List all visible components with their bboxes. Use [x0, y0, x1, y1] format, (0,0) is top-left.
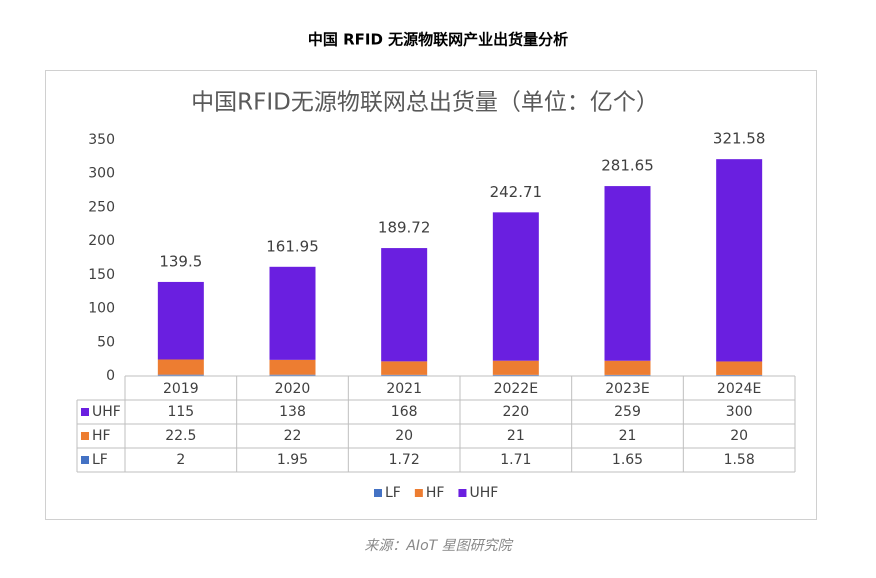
bar-segment [604, 360, 651, 375]
total-label: 242.71 [490, 183, 543, 201]
table-cell: 220 [502, 404, 529, 420]
legend-key [458, 489, 467, 497]
bar-segment [157, 281, 204, 360]
table-cell: 138 [279, 404, 306, 420]
row-label: UHF [92, 404, 121, 420]
legend-key [414, 489, 423, 497]
table-cell: 1.95 [277, 452, 308, 468]
y-tick-label: 100 [88, 301, 115, 317]
table-cell: 1.65 [612, 452, 643, 468]
y-tick-label: 300 [88, 166, 115, 182]
y-tick-label: 0 [106, 368, 115, 384]
source: 来源：AIoT 星图研究院 [364, 538, 513, 554]
legend-key [81, 432, 89, 440]
table-cell: 21 [619, 428, 637, 444]
y-tick-label: 250 [88, 199, 115, 215]
legend-label: LF [385, 485, 401, 501]
bar-segment [157, 374, 204, 376]
table-cell: 1.71 [500, 452, 531, 468]
bar-segment [492, 212, 539, 361]
legend-key [81, 408, 89, 416]
legend-key [81, 456, 89, 464]
bar-segment [604, 186, 651, 361]
row-label: HF [92, 428, 111, 444]
x-tick-label: 2019 [163, 381, 199, 397]
x-tick-label: 2021 [386, 381, 422, 397]
table-cell: 2 [176, 452, 185, 468]
legend-label: HF [426, 485, 445, 501]
table-cell: 300 [726, 404, 753, 420]
table-cell: 22 [284, 428, 302, 444]
total-label: 139.5 [159, 252, 202, 270]
table-cell: 20 [730, 428, 748, 444]
x-tick-label: 2020 [275, 381, 311, 397]
bar-segment [157, 359, 204, 375]
chart-frame [45, 70, 817, 520]
y-tick-label: 200 [88, 233, 115, 249]
table-cell: 115 [167, 404, 194, 420]
bar-segment [269, 374, 316, 376]
total-label: 161.95 [266, 237, 319, 255]
bar-segment [492, 360, 539, 375]
bar-segment [492, 374, 539, 376]
bar-segment [716, 159, 763, 362]
bar-segment [381, 248, 428, 362]
total-label: 281.65 [601, 157, 654, 175]
x-tick-label: 2022E [494, 381, 538, 397]
bar-segment [716, 374, 763, 376]
bar-segment [269, 266, 316, 360]
x-tick-label: 2023E [605, 381, 649, 397]
table-cell: 20 [395, 428, 413, 444]
legend-label: UHF [469, 485, 498, 501]
bar-segment [604, 374, 651, 376]
row-label: LF [92, 452, 108, 468]
table-cell: 259 [614, 404, 641, 420]
bar-segment [381, 361, 428, 375]
legend-key [374, 489, 382, 497]
table-cell: 21 [507, 428, 525, 444]
chart-title: 中国RFID无源物联网总出货量（单位：亿个） [191, 90, 659, 116]
x-tick-label: 2024E [717, 381, 761, 397]
table-cell: 168 [391, 404, 418, 420]
bar-segment [269, 359, 316, 375]
y-tick-label: 50 [97, 334, 115, 350]
y-tick-label: 350 [88, 132, 115, 148]
y-tick-label: 150 [88, 267, 115, 283]
table-cell: 22.5 [165, 428, 196, 444]
page-title: 中国 RFID 无源物联网产业出货量分析 [308, 31, 568, 49]
bar-segment [381, 374, 428, 376]
table-cell: 1.72 [389, 452, 420, 468]
table-cell: 1.58 [724, 452, 755, 468]
total-label: 321.58 [713, 130, 766, 148]
bar-segment [716, 361, 763, 375]
total-label: 189.72 [378, 219, 431, 237]
